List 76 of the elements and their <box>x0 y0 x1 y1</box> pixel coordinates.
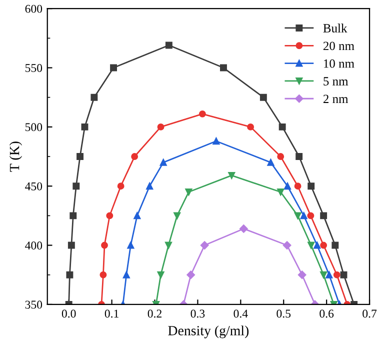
point <box>198 110 206 118</box>
point <box>240 224 248 233</box>
x-tick-label: 0.5 <box>276 310 291 318</box>
point <box>332 242 339 249</box>
point <box>106 212 114 220</box>
point <box>277 188 284 196</box>
point <box>90 94 98 101</box>
point <box>267 158 274 166</box>
point <box>260 94 267 101</box>
point <box>70 212 77 220</box>
point <box>320 212 328 220</box>
point <box>300 212 308 220</box>
point <box>146 182 154 190</box>
point <box>278 123 286 130</box>
x-tick-label: 0.1 <box>104 310 118 318</box>
x-tick-label: 0.7 <box>362 310 377 318</box>
x-axis-title: Density (g/ml) <box>168 326 249 338</box>
point <box>131 153 138 160</box>
x-tick-label: 0.4 <box>234 310 248 318</box>
point <box>174 212 181 220</box>
legend-label: 10 nm <box>324 59 354 68</box>
point <box>110 64 117 72</box>
point <box>308 182 315 190</box>
y-tick-label: 400 <box>25 242 42 250</box>
point <box>333 271 340 278</box>
point <box>247 123 254 130</box>
point <box>294 182 302 190</box>
point <box>186 270 195 279</box>
point <box>127 242 134 249</box>
point <box>160 158 167 166</box>
point <box>122 271 130 278</box>
legend-label: 5 nm <box>324 77 348 86</box>
x-tick-label: 0.0 <box>62 310 76 318</box>
point <box>68 242 75 249</box>
point <box>284 182 291 190</box>
legend-label: Bulk <box>323 24 348 32</box>
y-tick-label: 550 <box>25 64 42 72</box>
point <box>165 42 172 49</box>
y-tick-label: 350 <box>25 300 42 309</box>
y-tick-label: 450 <box>25 182 42 190</box>
x-tick-label: 0.3 <box>190 310 205 318</box>
point <box>296 153 303 160</box>
point <box>326 271 333 278</box>
point <box>117 182 124 190</box>
point <box>220 64 227 72</box>
point <box>81 123 88 130</box>
point <box>282 241 292 250</box>
point <box>314 242 321 249</box>
point <box>277 153 284 160</box>
point <box>157 123 164 130</box>
point <box>134 212 141 220</box>
point <box>308 242 315 249</box>
point <box>76 153 84 160</box>
point <box>200 241 209 250</box>
y-tick-label: 500 <box>25 123 42 132</box>
x-tick-label: 0.6 <box>320 310 334 318</box>
point <box>185 188 192 196</box>
point <box>340 271 348 278</box>
point <box>157 271 164 278</box>
point <box>320 242 328 249</box>
point <box>101 242 108 249</box>
point <box>165 242 172 249</box>
legend-label: 2 nm <box>323 94 348 103</box>
point <box>307 212 314 220</box>
legend-label: 20 nm <box>323 42 354 50</box>
point <box>212 138 220 145</box>
point <box>100 271 107 278</box>
point <box>72 182 80 190</box>
point <box>294 212 302 220</box>
y-axis-title: T (K) <box>9 142 22 172</box>
y-tick-label: 600 <box>25 4 42 13</box>
point <box>320 271 328 278</box>
x-tick-label: 0.2 <box>148 310 162 318</box>
point <box>228 172 236 179</box>
point <box>66 271 74 278</box>
point <box>298 270 306 279</box>
